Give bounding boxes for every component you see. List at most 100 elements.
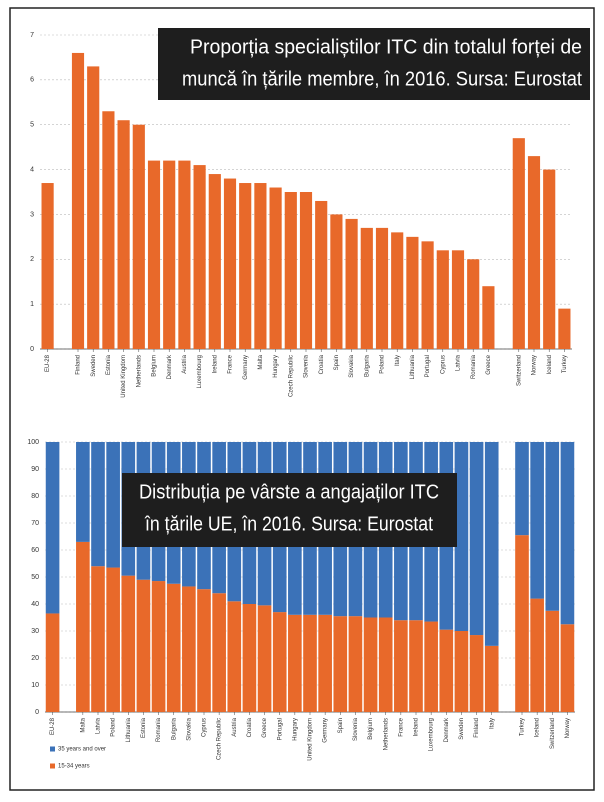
x-tick-label: Latvia	[456, 354, 462, 371]
bar	[239, 183, 252, 349]
x-tick-label: France	[398, 717, 404, 736]
x-tick-label: Turkey	[520, 718, 526, 736]
bar	[482, 286, 495, 349]
bar-segment	[469, 635, 484, 712]
bar-segment	[91, 566, 105, 712]
bar-segment	[227, 601, 242, 712]
legend-label: 35 years and over	[58, 747, 106, 753]
x-tick-label: Cyprus	[440, 355, 446, 374]
y-tick-label: 90	[31, 466, 39, 473]
bar	[436, 250, 449, 349]
bar-segment	[45, 613, 60, 712]
bar-segment	[469, 442, 484, 636]
bar	[132, 124, 145, 349]
y-tick-label: 2	[30, 256, 34, 263]
x-tick-label: Hungary	[292, 718, 298, 741]
bar-segment	[530, 442, 544, 599]
x-tick-label: Hungary	[273, 355, 279, 378]
y-tick-label: 70	[31, 520, 39, 527]
x-tick-label: Lithuania	[410, 354, 416, 379]
x-tick-label: Denmark	[167, 354, 173, 379]
frame	[9, 7, 595, 791]
bar	[254, 183, 267, 349]
bar	[163, 160, 176, 349]
bar	[117, 120, 130, 349]
bar	[223, 178, 237, 349]
x-tick-label: Cyprus	[202, 718, 208, 737]
x-tick-label: Romania	[156, 717, 162, 742]
bar-segment	[76, 541, 90, 712]
bar-segment	[303, 614, 317, 712]
x-tick-label: Luxembourg	[197, 355, 203, 388]
bar	[330, 214, 343, 349]
bar-segment	[545, 442, 560, 611]
y-tick-label: 0	[30, 346, 34, 353]
y-tick-label: 40	[31, 601, 39, 608]
x-tick-label: Switzerland	[516, 355, 522, 386]
x-tick-label: EU-28	[45, 354, 51, 372]
legend-swatch	[50, 746, 55, 752]
bar-segment	[378, 617, 393, 712]
bar-segment	[318, 614, 332, 712]
bar-segment	[348, 616, 363, 712]
bar-segment	[424, 621, 438, 712]
bar-segment	[454, 442, 469, 631]
x-tick-label: Poland	[111, 718, 117, 737]
x-tick-label: Turkey	[562, 355, 568, 373]
bar	[102, 111, 115, 349]
bar	[299, 192, 313, 349]
y-tick-label: 0	[35, 709, 39, 716]
x-tick-label: Ireland	[414, 718, 420, 736]
bar-segment	[394, 620, 408, 712]
y-tick-label: 4	[30, 166, 34, 173]
bar-segment	[560, 624, 575, 712]
bar-segment	[333, 616, 348, 712]
bar-segment	[121, 575, 136, 712]
x-tick-label: Estonia	[141, 717, 147, 738]
x-tick-label: Spain	[338, 718, 344, 733]
bar	[178, 160, 191, 349]
x-tick-label: Poland	[380, 355, 386, 374]
bar-segment	[515, 442, 529, 536]
title-box	[158, 28, 590, 100]
bar	[208, 174, 221, 349]
bar	[284, 192, 297, 349]
chart-title: muncă în țările membre, în 2016. Sursa: …	[182, 68, 582, 90]
x-tick-label: Belgium	[152, 355, 158, 377]
x-tick-label: Portugal	[425, 355, 431, 377]
bar	[41, 183, 54, 349]
x-tick-label: Italy	[395, 355, 401, 366]
x-tick-label: Italy	[489, 718, 495, 729]
bar-segment	[166, 583, 181, 712]
x-tick-label: Slovenia	[304, 354, 310, 378]
bar	[406, 236, 419, 349]
bar-segment	[182, 586, 196, 712]
x-tick-label: Belgium	[368, 718, 374, 740]
x-tick-label: France	[228, 354, 234, 373]
y-tick-label: 6	[30, 77, 34, 84]
bar-segment	[439, 629, 454, 712]
chart-title: Proporția specialiștilor ITC din totalul…	[190, 36, 582, 58]
bar-segment	[272, 612, 287, 712]
x-tick-label: Norway	[532, 355, 538, 375]
chart-title: în țările UE, în 2016. Sursa: Eurostat	[144, 513, 433, 535]
x-tick-label: Czech Republic	[288, 355, 294, 397]
y-tick-label: 30	[31, 628, 39, 635]
bar	[269, 187, 282, 349]
bar	[375, 227, 389, 349]
x-tick-label: Slovenia	[353, 717, 359, 741]
bar-segment	[151, 581, 166, 712]
x-tick-label: Portugal	[277, 718, 283, 740]
x-tick-label: Germany	[323, 718, 329, 743]
x-tick-label: Norway	[565, 718, 571, 738]
bar	[512, 138, 525, 349]
x-tick-label: Sweden	[459, 718, 465, 740]
bar	[451, 250, 465, 349]
bar-segment	[530, 598, 544, 712]
x-tick-label: Malta	[80, 717, 86, 732]
bar-segment	[545, 610, 560, 712]
bar-segment	[288, 614, 302, 712]
y-tick-label: 80	[31, 493, 39, 500]
y-tick-label: 3	[30, 211, 34, 218]
